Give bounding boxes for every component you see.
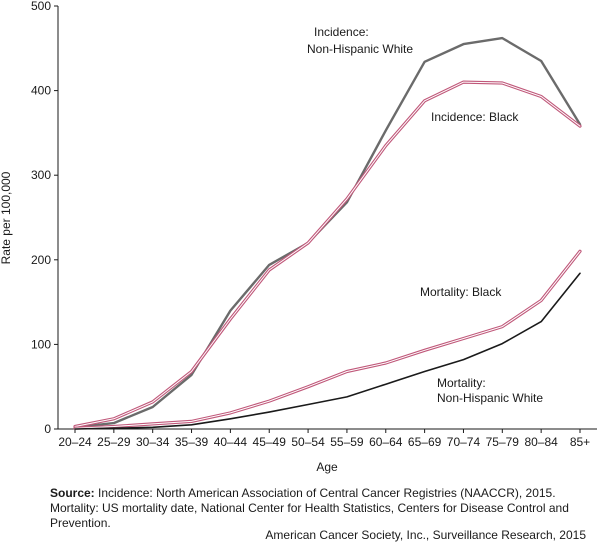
x-tick-label: 70–74 [447,435,481,449]
y-tick-label: 0 [44,422,51,436]
y-tick-label: 300 [31,168,51,182]
x-tick-label: 20–24 [58,435,92,449]
y-tick-label: 400 [31,84,51,98]
series-line-core-mortality-black [74,250,581,429]
y-tick-label: 200 [31,253,51,267]
x-tick-label: 55–59 [330,435,364,449]
line-chart: 0 100 200 300 400 500 20–24 25–29 30–34 35–39 40–… [0,0,597,474]
y-tick-label: 100 [31,337,51,351]
x-tick-label: 45–49 [253,435,287,449]
x-tick-label: 35–39 [175,435,209,449]
x-tick-label: 30–34 [136,435,170,449]
credit-line: American Cancer Society, Inc., Surveilla… [265,528,586,542]
source-text: Incidence: North American Association of… [50,486,569,530]
x-tick-label: 80–84 [524,435,558,449]
x-axis-ticks: 20–24 25–29 30–34 35–39 40–44 45–49 50–54 55–59… [58,429,590,449]
annotation-incidence-white-line2: Non-Hispanic White [307,42,413,56]
annotation-mortality-black: Mortality: Black [420,285,502,299]
x-tick-label: 50–54 [291,435,325,449]
source-note: Source: Incidence: North American Associ… [50,486,595,531]
y-axis-ticks: 0 100 200 300 400 500 [31,0,58,436]
series-lines [73,36,582,430]
series-line-core-incidence-black [74,81,581,427]
annotation-mortality-white-line2: Non-Hispanic White [437,391,543,405]
x-axis-label: Age [316,460,338,474]
annotation-incidence-black: Incidence: Black [431,110,519,124]
series-line-incidence-non-hispanic-white [73,36,582,429]
x-tick-label: 60–64 [369,435,403,449]
source-label: Source: [50,486,95,500]
y-axis-label: Rate per 100,000 [0,171,13,264]
y-tick-label: 500 [31,0,51,13]
x-tick-label: 65–69 [408,435,442,449]
annotation-mortality-white-line1: Mortality: [437,376,486,390]
series-line-mortality-non-hispanic-white [74,272,581,430]
x-tick-label: 25–29 [97,435,131,449]
annotation-incidence-white-line1: Incidence: [314,25,369,39]
x-tick-label: 75–79 [486,435,520,449]
x-tick-label: 40–44 [214,435,248,449]
series-line-incidence-black [73,80,582,429]
x-tick-label: 85+ [570,435,590,449]
axes [57,6,597,430]
